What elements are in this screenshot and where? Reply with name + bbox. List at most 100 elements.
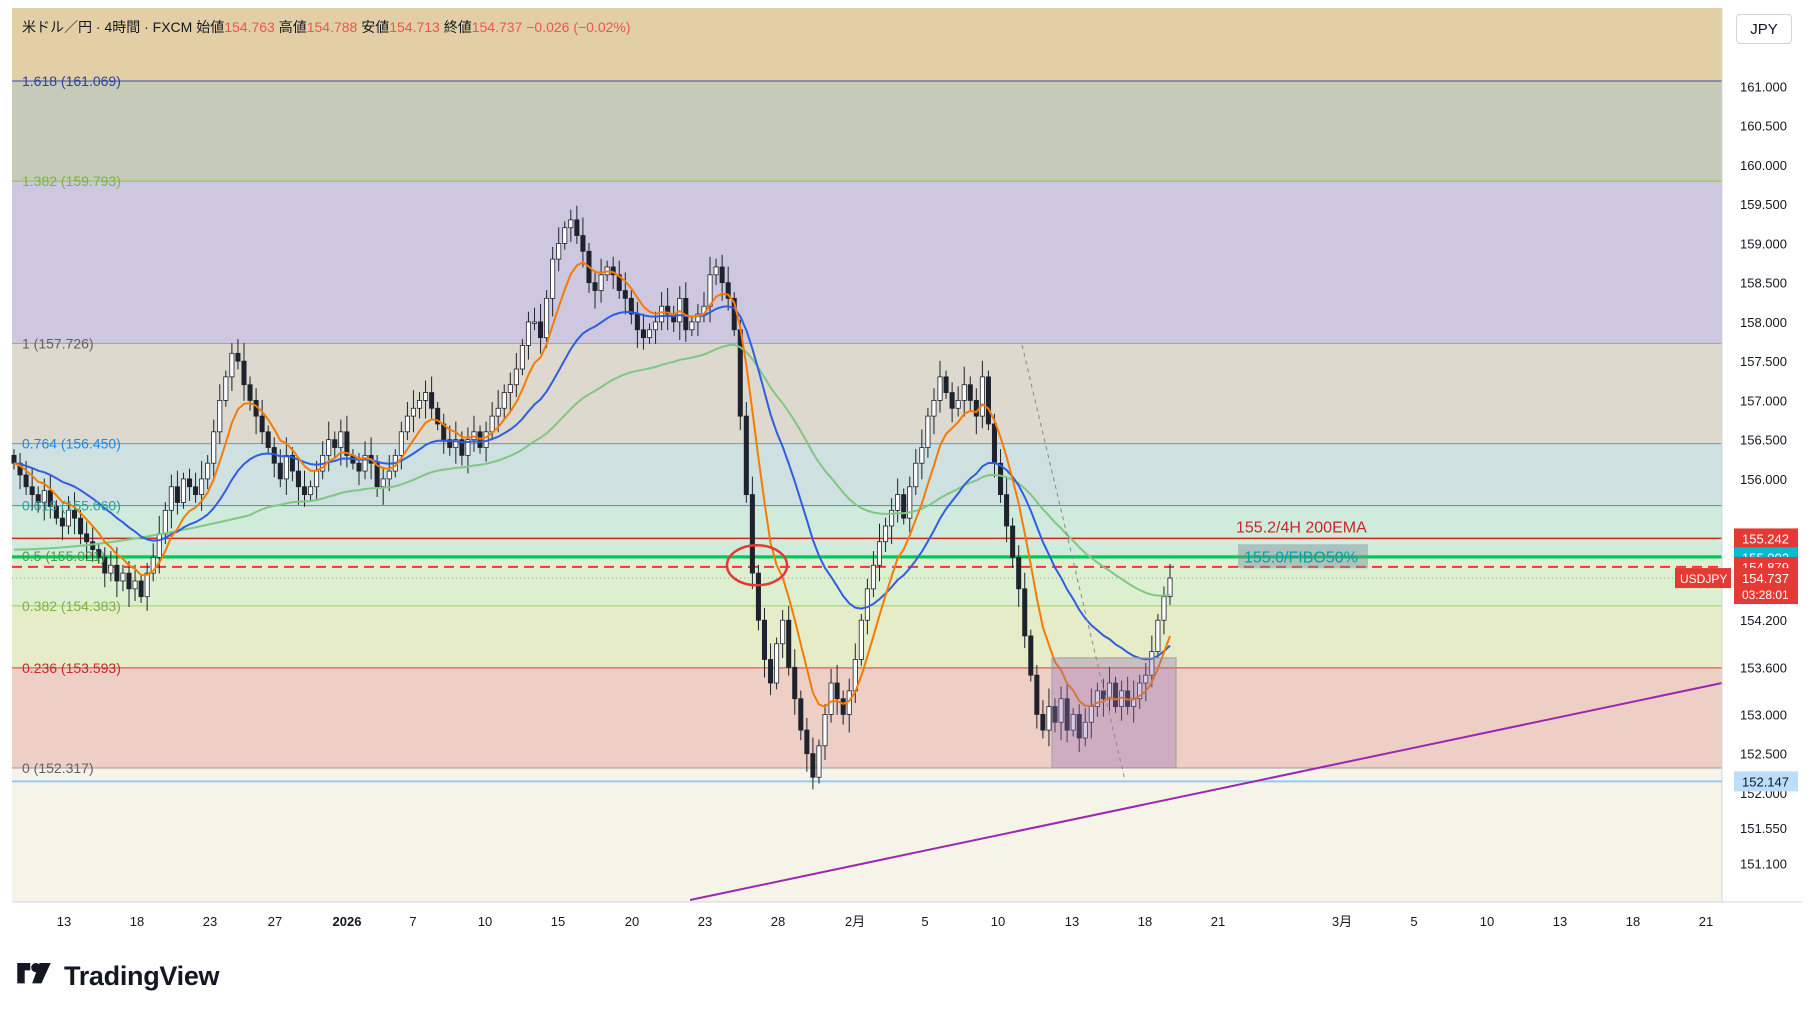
candle-up [162, 509, 168, 535]
price-tick-label: 158.000 [1740, 315, 1787, 330]
candle-up [864, 588, 870, 621]
candle-up [1149, 651, 1155, 676]
tradingview-logo[interactable]: TradingView [14, 956, 220, 996]
moving-averages [13, 261, 1171, 708]
candle-down [1040, 714, 1046, 731]
fib-label-0.5: 0.5 (155.021) [22, 548, 105, 564]
candle-down [768, 659, 774, 684]
price-tick-label: 160.500 [1740, 119, 1787, 134]
candle-down [538, 321, 544, 339]
time-tick-label: 21 [1699, 914, 1713, 929]
candle-down [241, 360, 247, 386]
time-tick-label: 10 [991, 914, 1005, 929]
candle-down [810, 753, 816, 778]
candle-up [913, 462, 919, 488]
time-tick-label: 13 [1553, 914, 1567, 929]
candle-up [1046, 706, 1052, 731]
price-axis[interactable]: 161.000 160.500 160.000 159.500 159.000 158.5… [1721, 8, 1814, 902]
candle-down [592, 282, 598, 291]
time-axis[interactable]: 13 18 23 27 2026 7 10 15 20 23 28 2月 5 10 13 18 21 3月 5 10 1… [12, 901, 1814, 938]
candle-down [102, 557, 108, 574]
candle-down [332, 439, 338, 448]
price-tick-label: 152.500 [1740, 747, 1787, 762]
candle-up [338, 431, 344, 448]
price-tick-label: 159.000 [1740, 236, 1787, 251]
candle-up [489, 415, 495, 433]
candle-up [925, 415, 931, 448]
candle-up [507, 384, 513, 393]
candle-down [289, 454, 295, 472]
price-tick-label: 157.500 [1740, 354, 1787, 369]
candlestick-series [11, 205, 1173, 790]
time-tick-label: 13 [57, 914, 71, 929]
price-tags: 155.242155.002154.879154.73703:28:01USDJ… [1675, 528, 1798, 792]
candle-down [23, 474, 29, 488]
candle-up [937, 376, 943, 401]
fib-label-1.382: 1.382 (159.793) [22, 173, 121, 189]
candle-up [223, 376, 229, 401]
price-tag-value: 155.242 [1742, 531, 1789, 546]
fib-label-0.764: 0.764 (156.450) [22, 436, 121, 452]
candle-up [774, 643, 780, 684]
candle-down [1076, 714, 1082, 739]
candle-down [755, 572, 761, 621]
candle-down [1028, 635, 1034, 676]
candle-down [259, 415, 265, 433]
candle-up [689, 321, 695, 331]
candle-down [840, 698, 846, 715]
candle-down [991, 423, 997, 464]
ema200-annotation: 155.2/4H 200EMA [1236, 519, 1367, 536]
price-tick-label: 159.500 [1740, 197, 1787, 212]
candle-down [786, 619, 792, 668]
price-tick-label: 156.500 [1740, 433, 1787, 448]
fib-label-1: 1 (157.726) [22, 335, 94, 351]
highlight-circle [725, 544, 789, 587]
candle-down [114, 564, 120, 582]
candle-down [792, 666, 798, 700]
candle-up [598, 274, 604, 291]
time-tick-label: 18 [1138, 914, 1152, 929]
time-tick-label: 5 [921, 914, 928, 929]
candle-down [78, 517, 84, 535]
trendline [689, 682, 1723, 901]
candle-up [519, 345, 525, 370]
price-tick-label: 156.000 [1740, 472, 1787, 487]
candle-up [326, 439, 332, 456]
candle-down [574, 219, 580, 236]
candle-up [380, 478, 386, 488]
candle-up [556, 243, 562, 260]
candle-down [943, 376, 949, 393]
fib-band [12, 667, 1722, 769]
candle-up [386, 470, 392, 480]
candle-down [96, 549, 102, 558]
price-tick-label: 153.600 [1740, 660, 1787, 675]
candle-up [362, 454, 368, 472]
ema-slow-line [13, 343, 1171, 597]
fib-band [12, 768, 1722, 902]
candle-up [513, 368, 519, 386]
drawing-tools: 155.2/4H 200EMA 155.0/FIBO50% [689, 344, 1723, 901]
currency-button[interactable]: JPY [1736, 14, 1792, 44]
candle-down [901, 494, 907, 519]
candle-up [919, 447, 925, 464]
candle-down [1113, 682, 1119, 707]
candle-down [459, 439, 465, 456]
candle-down [447, 439, 453, 448]
time-tick-label: 7 [409, 914, 416, 929]
candle-up [180, 478, 186, 503]
candle-down [429, 392, 435, 409]
fib-band [12, 8, 1722, 81]
candle-down [1016, 557, 1022, 590]
candle-down [235, 352, 241, 362]
candle-down [616, 274, 622, 291]
candle-down [1034, 674, 1040, 715]
time-tick-label: 2月 [845, 914, 865, 929]
fib-band [12, 505, 1722, 556]
candle-up [695, 313, 701, 323]
candle-down [622, 290, 628, 299]
candle-up [205, 462, 211, 480]
fib-label-0.618: 0.618 (155.660) [22, 498, 121, 514]
time-tick-label: 15 [551, 914, 565, 929]
candle-down [59, 517, 65, 527]
